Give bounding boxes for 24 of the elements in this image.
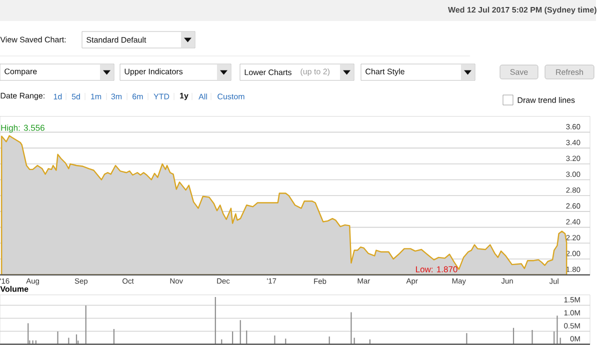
text: Wed 12 Jul 2017 5:02 PM (Sydney time) bbox=[448, 6, 596, 14]
text: 1m bbox=[91, 94, 102, 100]
text: Date Range: bbox=[0, 92, 44, 100]
chart-title: Volume bbox=[0, 286, 28, 292]
annotation: Low: 1.870 bbox=[416, 266, 458, 272]
text: 1y bbox=[180, 92, 188, 100]
text: Save bbox=[510, 69, 528, 75]
text: 6m bbox=[132, 94, 143, 100]
annotation: High: 3.556 bbox=[1, 124, 44, 132]
text: Compare bbox=[4, 68, 37, 76]
text: YTD bbox=[154, 94, 170, 100]
text: Standard Default bbox=[86, 36, 146, 43]
text: 1d bbox=[54, 94, 62, 100]
text: Custom bbox=[218, 94, 244, 100]
text: View Saved Chart: bbox=[0, 36, 66, 42]
text: Draw trend lines bbox=[518, 97, 575, 103]
text: All bbox=[198, 94, 207, 100]
text: Refresh bbox=[556, 69, 583, 75]
text: Lower Charts bbox=[244, 69, 292, 76]
text: Upper Indicators bbox=[124, 68, 183, 76]
text: 5d bbox=[72, 94, 80, 100]
text: 3m bbox=[111, 94, 122, 100]
text: (up to 2) bbox=[300, 68, 330, 76]
text: Chart Style bbox=[366, 68, 404, 76]
